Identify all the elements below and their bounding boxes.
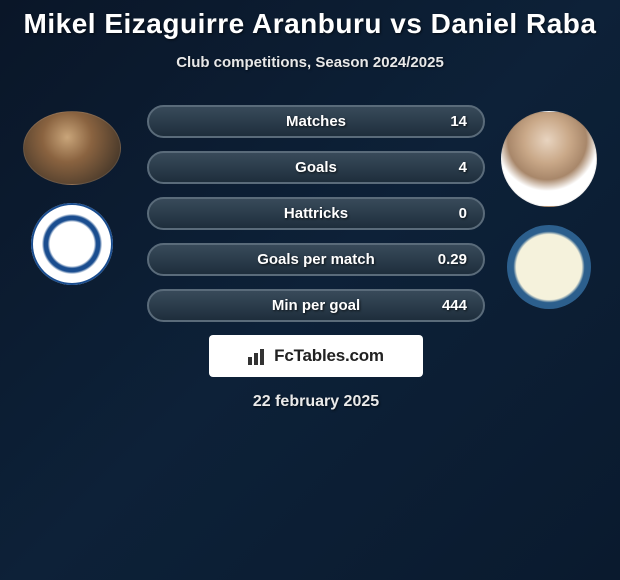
stat-bar-hattricks: Hattricks 0 (147, 197, 485, 230)
stat-value-right: 0 (459, 205, 467, 222)
brand-text: FcTables.com (274, 346, 384, 366)
club-right-badge (507, 225, 591, 309)
right-player-col (501, 99, 597, 309)
player-right-avatar (501, 111, 597, 207)
stat-value-right: 4 (459, 159, 467, 176)
stat-bar-matches: Matches 14 (147, 105, 485, 138)
stat-label: Goals (295, 159, 337, 176)
player-left-avatar (23, 111, 121, 185)
date-label: 22 february 2025 (147, 393, 485, 411)
stat-value-right: 0.29 (438, 251, 467, 268)
stat-value-right: 444 (442, 297, 467, 314)
stat-bar-gpm: Goals per match 0.29 (147, 243, 485, 276)
subtitle: Club competitions, Season 2024/2025 (0, 54, 620, 71)
left-player-col (23, 99, 121, 285)
stat-label: Hattricks (284, 205, 348, 222)
stats-column: Matches 14 Goals 4 Hattricks 0 Goals per… (147, 99, 485, 411)
comparison-row: Matches 14 Goals 4 Hattricks 0 Goals per… (0, 99, 620, 411)
brand-chart-icon (248, 347, 270, 365)
club-left-badge (31, 203, 113, 285)
stat-label: Goals per match (257, 251, 375, 268)
stat-bar-mpg: Min per goal 444 (147, 289, 485, 322)
stat-label: Min per goal (272, 297, 360, 314)
stat-bar-goals: Goals 4 (147, 151, 485, 184)
page-title: Mikel Eizaguirre Aranburu vs Daniel Raba (0, 8, 620, 40)
brand-badge: FcTables.com (209, 335, 423, 377)
stat-value-right: 14 (450, 113, 467, 130)
stat-label: Matches (286, 113, 346, 130)
